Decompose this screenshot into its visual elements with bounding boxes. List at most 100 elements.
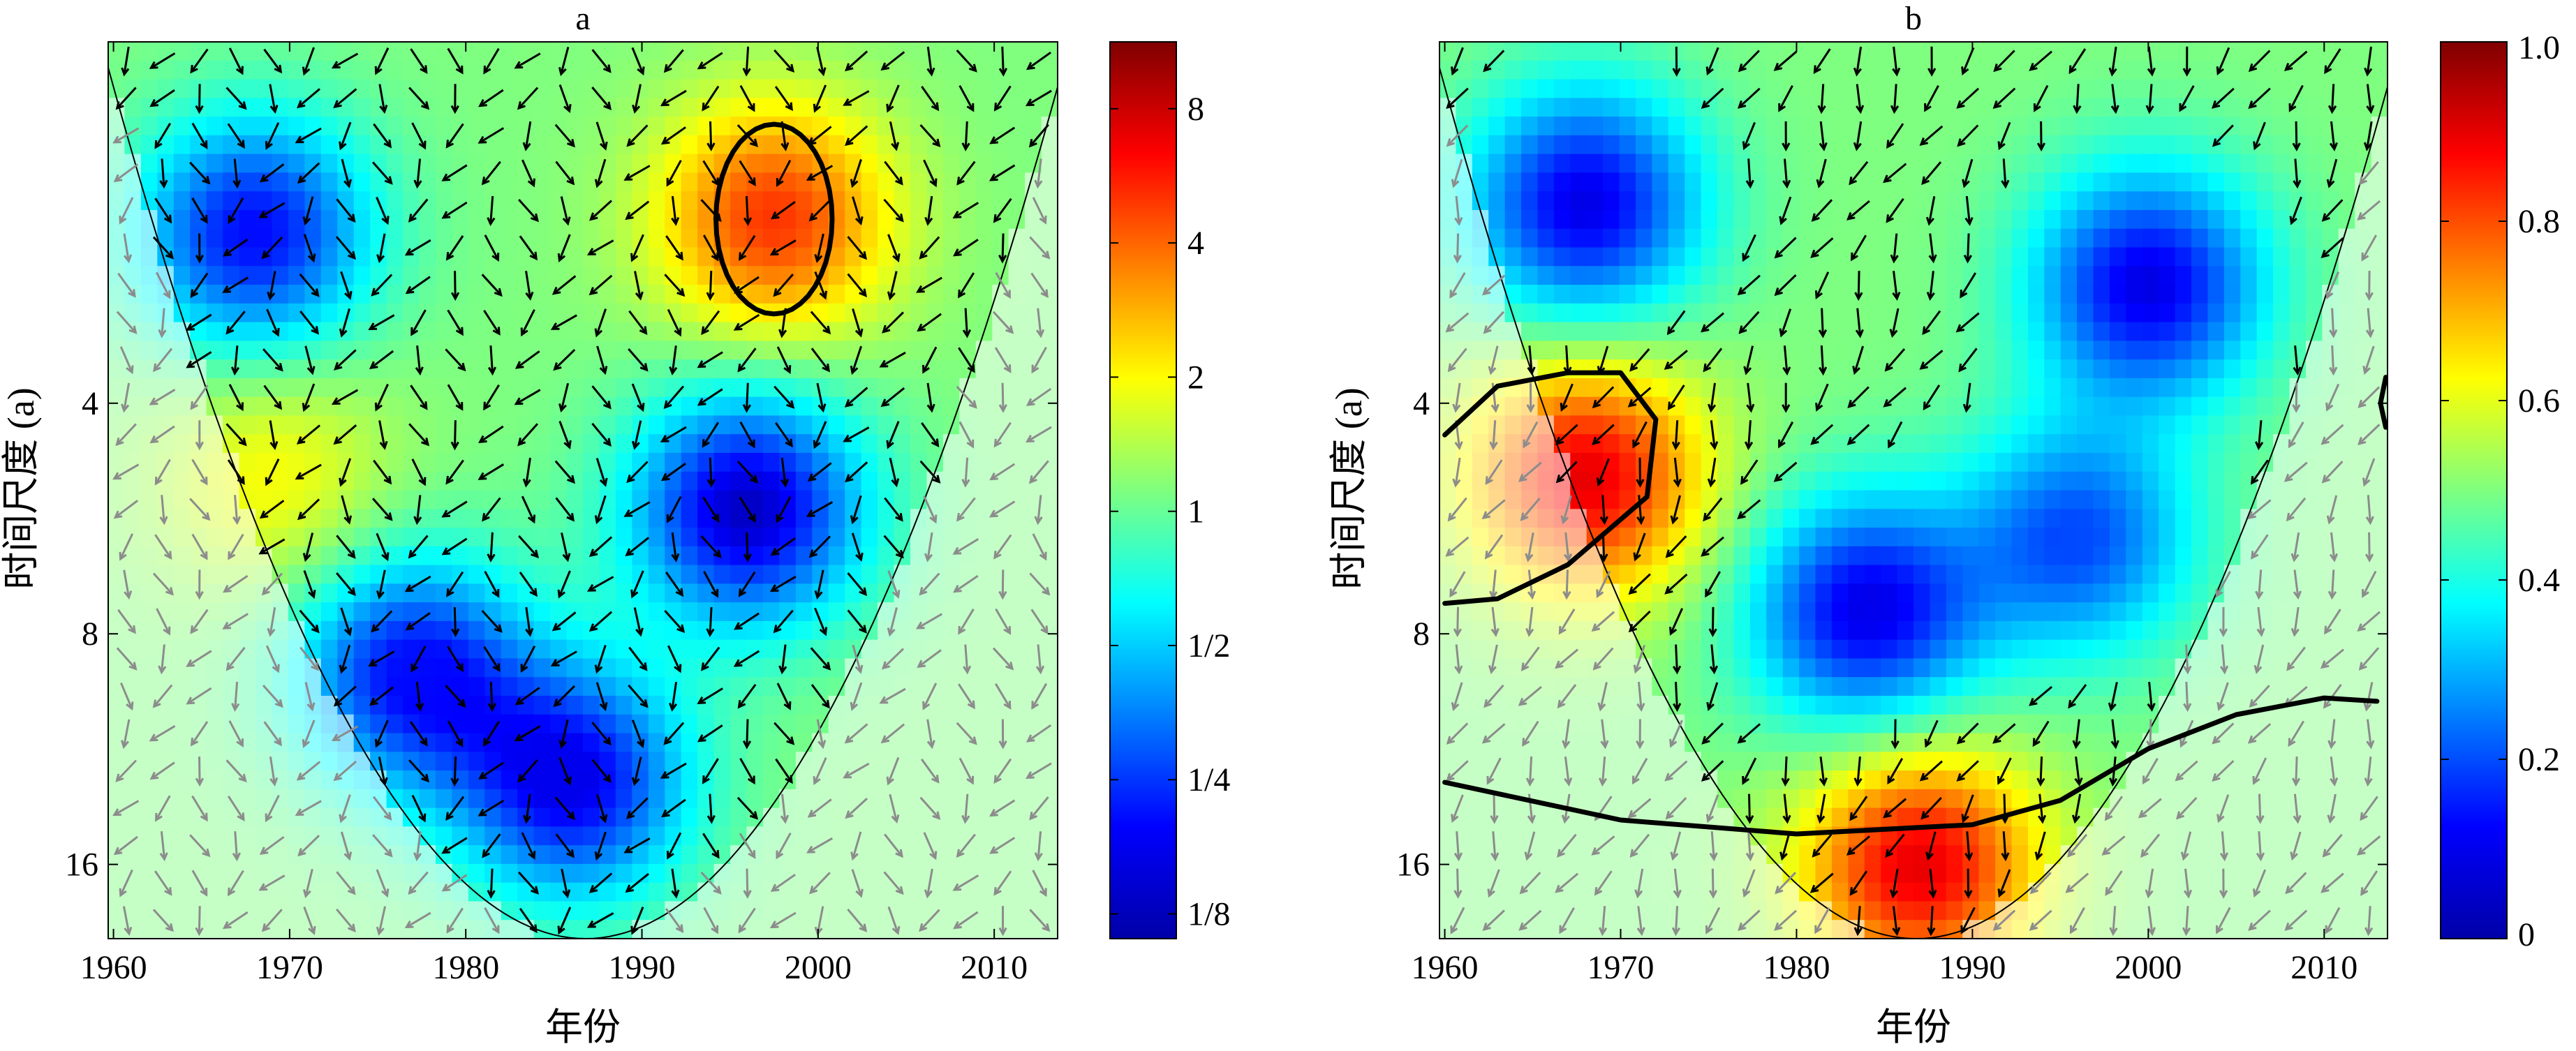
heatmap-cell: [1946, 247, 1964, 267]
heatmap-cell: [435, 733, 453, 753]
heatmap-cell: [206, 620, 223, 641]
phase-arrow: [376, 532, 390, 562]
phase-arrow: [809, 872, 831, 895]
heatmap-cell: [1717, 677, 1735, 696]
heatmap-cell: [452, 471, 469, 491]
heatmap-cell: [1881, 602, 1898, 622]
heatmap-cell: [386, 341, 404, 360]
heatmap-cell: [648, 490, 666, 510]
phase-arrow: [295, 463, 322, 480]
heatmap-cell: [828, 341, 845, 360]
heatmap-cell: [550, 677, 568, 696]
heatmap-cell: [1766, 733, 1784, 753]
heatmap-cell: [762, 60, 780, 80]
heatmap-cell: [1586, 42, 1604, 61]
heatmap-cell: [190, 322, 207, 342]
phase-arrow: [413, 831, 422, 862]
heatmap-cell: [157, 490, 175, 510]
heatmap-cell: [206, 434, 223, 454]
heatmap-cell: [1685, 714, 1702, 734]
heatmap-cell: [1749, 677, 1768, 696]
heatmap-cell: [173, 172, 191, 192]
heatmap-cell: [583, 863, 600, 884]
heatmap-cell: [1008, 79, 1026, 99]
heatmap-cell: [648, 247, 666, 267]
heatmap-cell: [910, 546, 928, 566]
heatmap-cell: [762, 733, 780, 753]
heatmap-cell: [386, 677, 404, 696]
heatmap-cell: [615, 920, 633, 939]
heatmap-cell: [1766, 117, 1784, 136]
phase-arrow: [550, 314, 577, 330]
heatmap-cell: [256, 98, 273, 117]
heatmap-cell: [599, 79, 616, 99]
phase-arrow: [331, 389, 359, 405]
phase-arrow: [304, 682, 316, 712]
heatmap-cell: [1831, 452, 1849, 472]
heatmap-cell: [762, 528, 780, 547]
heatmap-cell: [353, 509, 371, 528]
heatmap-cell: [419, 322, 436, 342]
heatmap-cell: [1472, 658, 1490, 678]
heatmap-cell: [566, 620, 584, 641]
phase-arrow: [302, 383, 316, 412]
phase-arrow: [560, 196, 571, 226]
heatmap-cell: [1782, 434, 1800, 454]
heatmap-cell: [533, 509, 551, 528]
heatmap-cell: [1439, 434, 1457, 454]
phase-arrow: [706, 457, 716, 488]
heatmap-cell: [1439, 490, 1457, 510]
heatmap-cell: [1733, 266, 1751, 285]
phase-arrow: [773, 385, 795, 409]
heatmap-cell: [713, 452, 731, 472]
heatmap-cell: [533, 620, 551, 641]
heatmap-cell: [1619, 396, 1636, 417]
phase-arrow: [1032, 197, 1047, 225]
heatmap-cell: [1717, 714, 1735, 734]
phase-arrow: [845, 461, 868, 483]
heatmap-cell: [1946, 528, 1964, 547]
heatmap-cell: [533, 285, 551, 304]
heatmap-cell: [533, 266, 551, 285]
heatmap-cell: [1749, 528, 1768, 547]
heatmap-cell: [239, 546, 256, 566]
phase-arrow: [304, 345, 316, 375]
phase-arrow: [883, 198, 904, 223]
phase-arrow: [517, 87, 539, 110]
heatmap-cell: [484, 117, 502, 136]
heatmap-cell: [386, 303, 404, 323]
heatmap-cell: [1668, 565, 1685, 585]
heatmap-cell: [681, 770, 698, 790]
heatmap-cell: [959, 303, 977, 323]
heatmap-cell: [1488, 135, 1506, 155]
heatmap-cell: [1439, 228, 1457, 248]
heatmap-cell: [108, 901, 126, 921]
heatmap-cell: [730, 509, 748, 528]
heatmap-cell: [975, 826, 993, 846]
phase-arrow: [810, 348, 830, 373]
heatmap-cell: [1717, 920, 1735, 939]
heatmap-cell: [1652, 209, 1669, 230]
heatmap-cell: [320, 528, 339, 547]
heatmap-cell: [1553, 172, 1571, 192]
heatmap-cell: [288, 60, 306, 80]
phase-arrow: [743, 532, 752, 562]
heatmap-cell: [1008, 752, 1026, 771]
heatmap-cell: [1685, 863, 1702, 884]
heatmap-cell: [1488, 79, 1506, 99]
phase-arrow: [447, 309, 464, 336]
heatmap-cell: [730, 490, 748, 510]
phase-arrow: [223, 238, 249, 257]
heatmap-cell: [1864, 677, 1881, 696]
heatmap-cell: [730, 528, 748, 547]
heatmap-cell: [256, 639, 273, 659]
heatmap-cell: [403, 471, 420, 491]
heatmap-cell: [370, 789, 387, 809]
phase-arrow: [441, 837, 468, 854]
y-tick-label: 16: [65, 847, 98, 884]
heatmap-cell: [1930, 583, 1947, 603]
heatmap-cell: [1652, 509, 1669, 528]
heatmap-cell: [1603, 471, 1620, 491]
heatmap-cell: [468, 191, 486, 211]
heatmap-cell: [746, 359, 764, 379]
